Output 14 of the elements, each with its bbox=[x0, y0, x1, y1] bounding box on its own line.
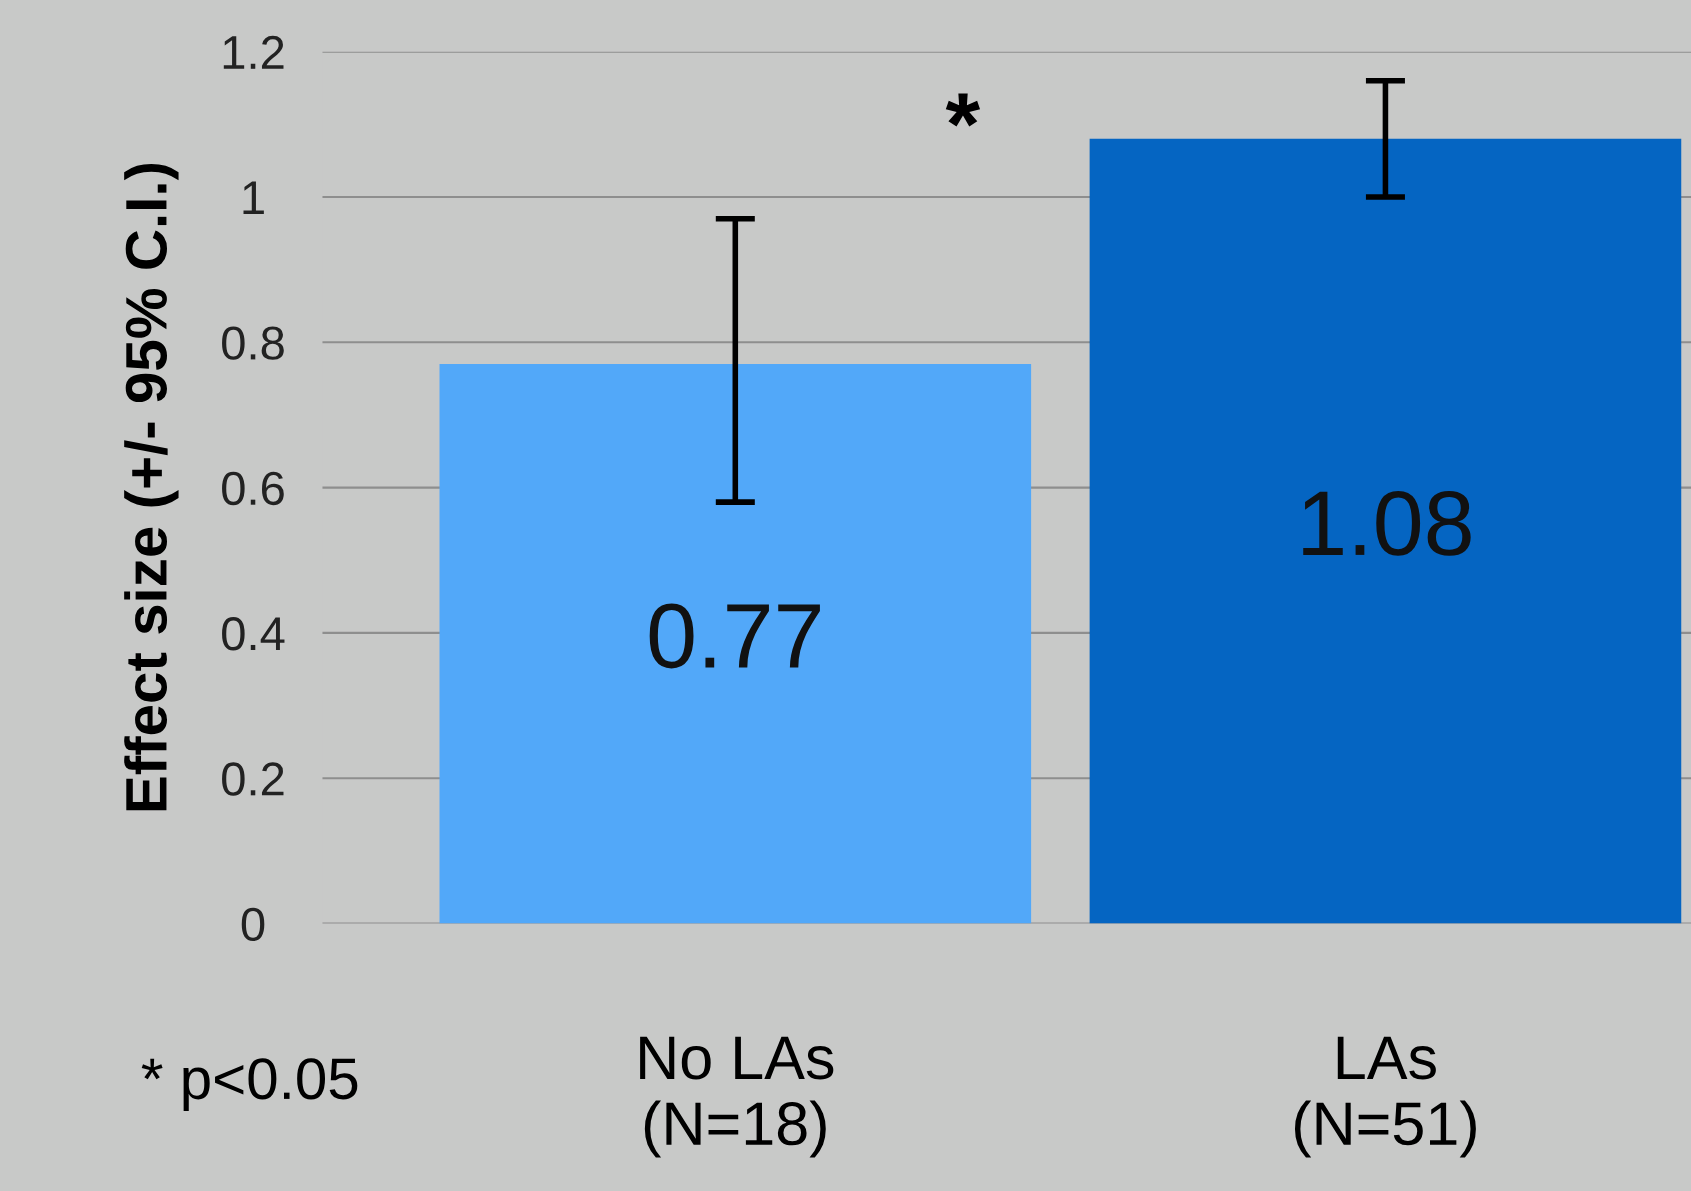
y-tick-label: 1.2 bbox=[223, 35, 284, 69]
y-axis-title: Effect size (+/- 95% C.I.) bbox=[124, 163, 179, 811]
y-tick-label: 0.4 bbox=[222, 617, 285, 651]
y-tick-label: 0.2 bbox=[222, 762, 284, 796]
y-tick-label: 1 bbox=[243, 181, 264, 215]
y-tick-label: 0 bbox=[241, 907, 265, 942]
x-tick-label: No LAs (N=18) bbox=[640, 1036, 834, 1158]
annotation: * bbox=[945, 93, 981, 127]
y-tick-label: 0.6 bbox=[222, 471, 284, 506]
data-label: 1.08 bbox=[1303, 490, 1471, 556]
text: * p<0.05 bbox=[141, 1058, 358, 1111]
y-tick-label: 0.8 bbox=[222, 326, 284, 360]
x-tick-label: LAs (N=51) bbox=[1294, 1036, 1476, 1158]
data-label: 0.77 bbox=[649, 603, 820, 669]
